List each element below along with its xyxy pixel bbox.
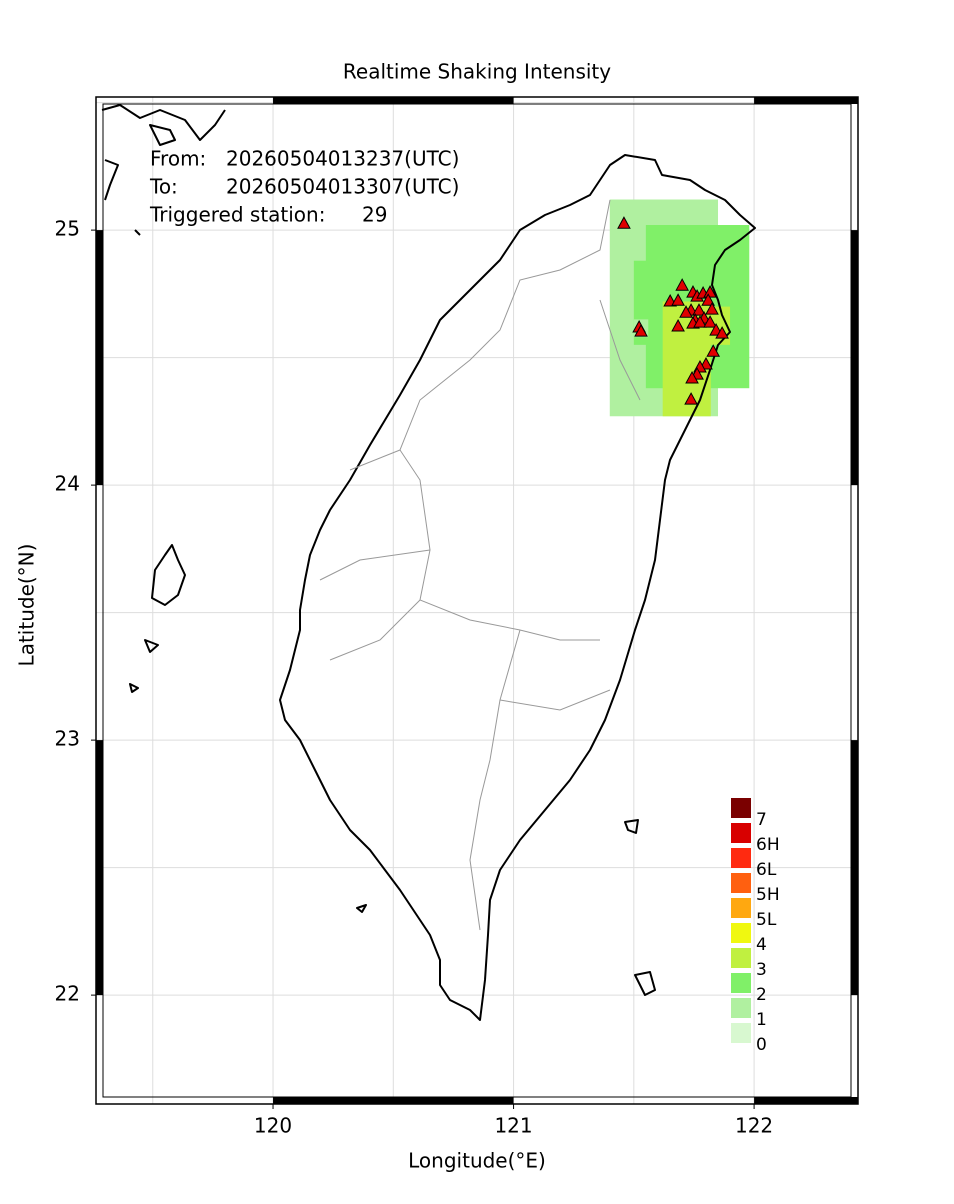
- station: [679, 305, 693, 318]
- china-coast: [101, 104, 226, 236]
- station: [684, 392, 698, 405]
- legend-label: 2: [756, 985, 767, 1005]
- legend-label: 6H: [756, 835, 780, 855]
- frame-bar: [851, 740, 858, 996]
- legend-label: 3: [756, 960, 767, 980]
- legend-swatch: [731, 998, 751, 1018]
- station: [692, 303, 706, 316]
- info-value: 20260504013307(UTC): [226, 175, 459, 199]
- frame-inner: [102, 103, 852, 1098]
- triggered-label: Triggered station:: [149, 203, 325, 227]
- x-axis-label: Longitude(°E): [408, 1149, 546, 1173]
- station: [706, 344, 721, 357]
- legend-label: 1: [756, 1010, 767, 1030]
- island: [129, 544, 656, 996]
- frame-bar: [273, 1097, 514, 1104]
- legend-label: 5H: [756, 885, 780, 905]
- legend-swatch: [731, 948, 751, 968]
- y-tick-label: 22: [55, 982, 80, 1006]
- legend-swatch: [731, 823, 751, 843]
- frame-bar: [96, 740, 103, 996]
- legend-label: 7: [756, 810, 767, 830]
- info-label: To:: [149, 175, 178, 199]
- station: [617, 216, 631, 229]
- x-tick-label: 122: [735, 1114, 773, 1138]
- legend-swatch: [731, 798, 751, 818]
- legend-swatch: [731, 923, 751, 943]
- info-value: 20260504013237(UTC): [226, 147, 459, 171]
- y-tick-label: 23: [55, 727, 80, 751]
- station: [671, 318, 685, 332]
- legend-label: 4: [756, 935, 767, 955]
- frame-bar: [754, 1097, 858, 1104]
- legend-label: 6L: [756, 860, 777, 880]
- chart-title: Realtime Shaking Intensity: [343, 60, 611, 84]
- taiwan-coastline: [279, 154, 756, 1021]
- legend-label: 0: [756, 1035, 767, 1055]
- frame-outer: [95, 96, 859, 1105]
- station: [701, 293, 715, 306]
- overlay-layer: 120 121 122 22 23 24 25 7 6H 6L 5H 5L 4 3 2 1 0: [55, 96, 859, 1138]
- frame-bar: [851, 230, 858, 486]
- triggered-count: 29: [362, 203, 387, 227]
- x-tick-label: 121: [494, 1114, 532, 1138]
- legend-swatch: [731, 973, 751, 993]
- legend-swatch: [731, 898, 751, 918]
- legend-label: 5L: [756, 910, 777, 930]
- legend-swatch: [731, 848, 751, 868]
- station: [703, 315, 717, 328]
- y-axis-label: Latitude(°N): [15, 544, 39, 667]
- station: [675, 278, 690, 291]
- station: [685, 370, 699, 384]
- station: [693, 315, 707, 328]
- station: [671, 293, 685, 306]
- station: [634, 324, 648, 337]
- county-border: [319, 199, 641, 931]
- frame-bar: [754, 97, 858, 104]
- frame-bar: [273, 97, 514, 104]
- legend-swatch: [731, 1023, 751, 1043]
- y-tick-label: 24: [55, 472, 80, 496]
- info-label: From:: [150, 147, 206, 171]
- station: [705, 302, 719, 315]
- legend-swatch: [731, 873, 751, 893]
- frame-bar: [96, 230, 103, 486]
- station: [715, 326, 729, 339]
- x-tick-label: 120: [254, 1114, 292, 1138]
- y-tick-label: 25: [55, 217, 80, 241]
